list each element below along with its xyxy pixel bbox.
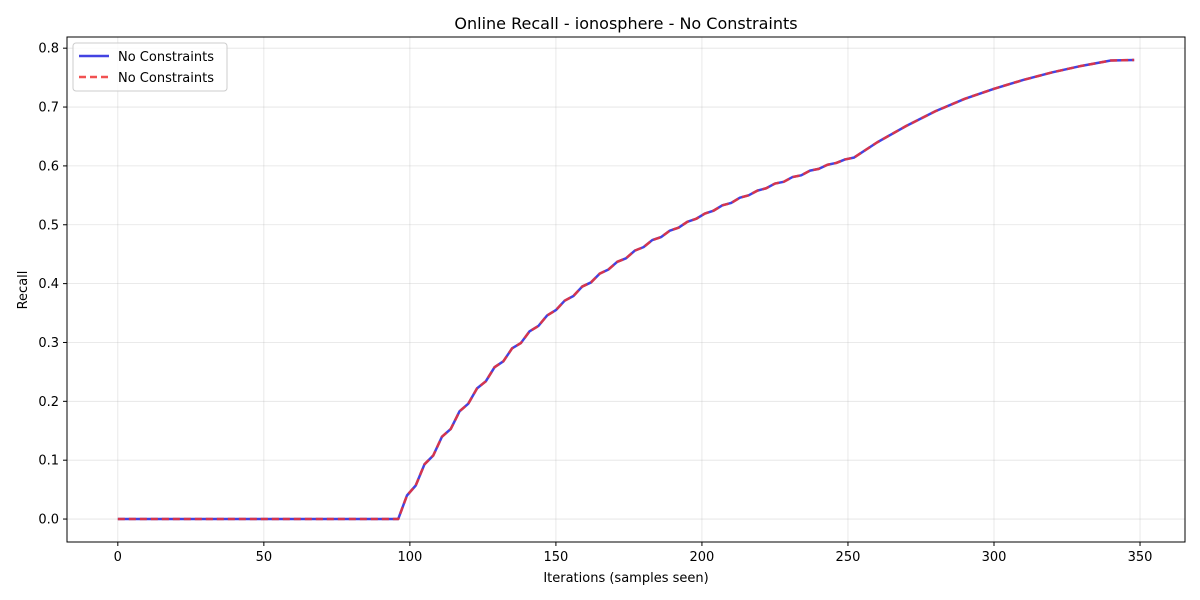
y-tick-label: 0.7 <box>38 101 59 116</box>
y-tick-label: 0.1 <box>38 454 59 469</box>
x-axis: 0 50 100 150 200 250 300 350 <box>114 542 1153 565</box>
legend-label-solid: No Constraints <box>118 50 214 65</box>
x-tick-label: 100 <box>397 550 422 565</box>
legend-label-dashed: No Constraints <box>118 71 214 86</box>
y-tick-label: 0.8 <box>38 42 59 57</box>
series-line-dashed <box>117 58 1135 521</box>
legend-box <box>72 42 228 92</box>
y-axis-label: Recall <box>16 271 31 310</box>
series-layer <box>117 58 1135 521</box>
y-tick-label: 0.3 <box>38 336 59 351</box>
legend: No Constraints No Constraints <box>72 42 228 92</box>
x-tick-label: 350 <box>1128 550 1153 565</box>
x-tick-label: 150 <box>543 550 568 565</box>
x-tick-label: 200 <box>690 550 715 565</box>
plot-frame <box>66 36 1186 543</box>
x-tick-label: 0 <box>114 550 122 565</box>
x-axis-label: Iterations (samples seen) <box>543 571 708 586</box>
x-tick-label: 250 <box>836 550 861 565</box>
chart-title: Online Recall - ionosphere - No Constrai… <box>454 14 797 33</box>
y-axis: 0.0 0.1 0.2 0.3 0.4 0.5 0.6 0.7 0.8 <box>38 42 67 528</box>
x-tick-label: 300 <box>982 550 1007 565</box>
y-tick-label: 0.5 <box>38 218 59 233</box>
y-tick-label: 0.0 <box>38 513 59 528</box>
x-tick-label: 50 <box>256 550 273 565</box>
y-tick-label: 0.2 <box>38 395 59 410</box>
y-tick-label: 0.4 <box>38 277 59 292</box>
y-tick-label: 0.6 <box>38 159 59 174</box>
